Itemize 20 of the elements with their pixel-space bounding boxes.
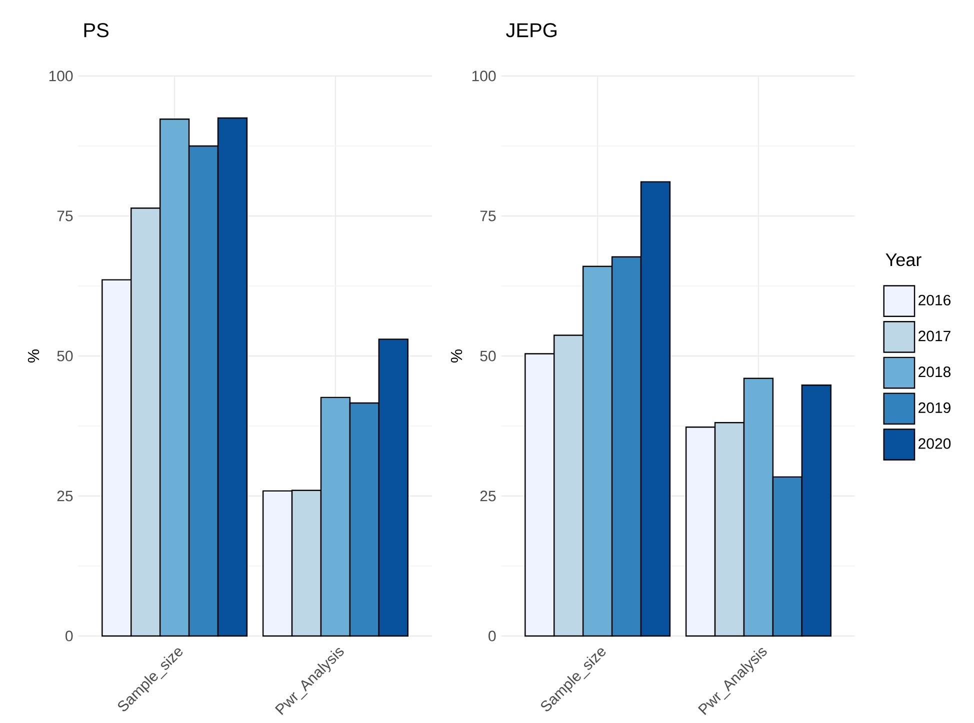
y-tick-label: 75 (57, 210, 73, 222)
legend-label: 2019 (918, 402, 950, 414)
y-tick-label: 0 (488, 630, 496, 642)
y-tick-label: 25 (480, 490, 496, 502)
y-tick-label: 100 (472, 70, 496, 82)
y-tick-label: 100 (49, 70, 73, 82)
y-tick-label: 75 (480, 210, 496, 222)
y-tick-label: 50 (57, 350, 73, 362)
y-axis-title: % (28, 349, 40, 363)
legend-label: 2017 (918, 330, 950, 342)
y-tick-label: 0 (66, 630, 73, 642)
chart-title: JEPG (506, 23, 556, 38)
legend-title: Year (886, 254, 922, 266)
legend-label: 2018 (918, 366, 951, 378)
chart-title: PS (84, 23, 108, 38)
y-axis-title: % (450, 349, 462, 363)
y-tick-label: 50 (480, 350, 496, 362)
legend-label: 2020 (918, 438, 951, 449)
y-tick-label: 25 (57, 490, 73, 502)
legend-label: 2016 (918, 294, 950, 306)
